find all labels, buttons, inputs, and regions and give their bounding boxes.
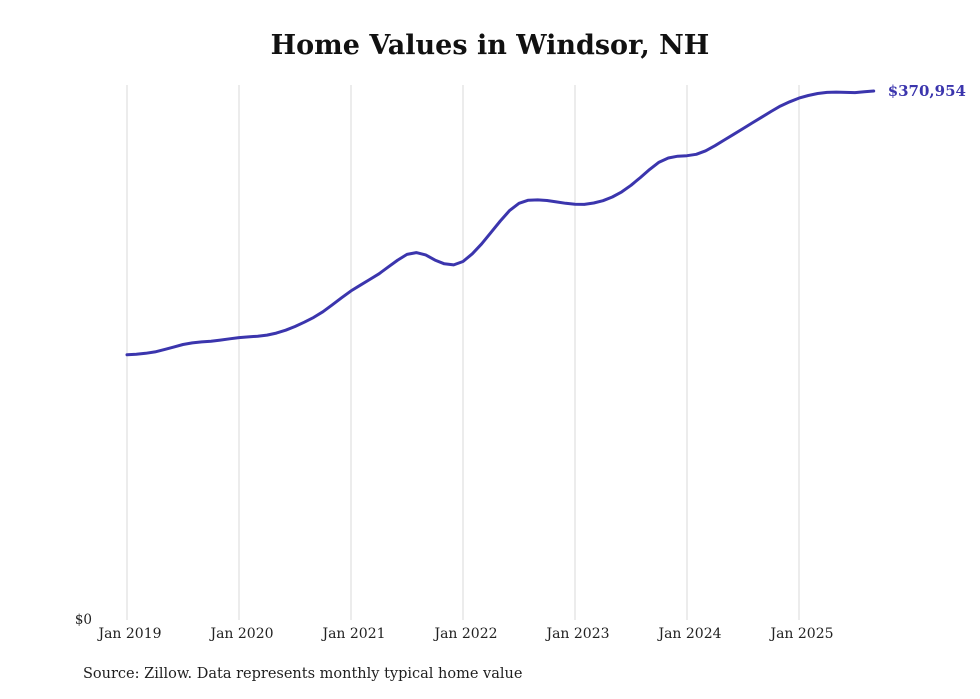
x-tick-label: Jan 2019 [96,626,161,642]
chart-title: Home Values in Windsor, NH [270,30,710,61]
x-tick-label: Jan 2020 [208,626,273,642]
x-tick-label: Jan 2024 [656,626,721,642]
source-note: Source: Zillow. Data represents monthly … [83,666,523,682]
vertical-gridlines [126,85,800,620]
home-value-line-series [125,89,876,357]
end-value-label: $370,954 [888,82,966,100]
x-tick-label: Jan 2022 [432,626,497,642]
x-tick-label: Jan 2023 [544,626,609,642]
x-tick-label: Jan 2025 [768,626,833,642]
y-axis-zero-label: $0 [75,612,92,628]
x-tick-label: Jan 2021 [320,626,385,642]
x-axis-tick-labels: Jan 2019 Jan 2020 Jan 2021 Jan 2022 Jan 2023… [96,626,833,642]
